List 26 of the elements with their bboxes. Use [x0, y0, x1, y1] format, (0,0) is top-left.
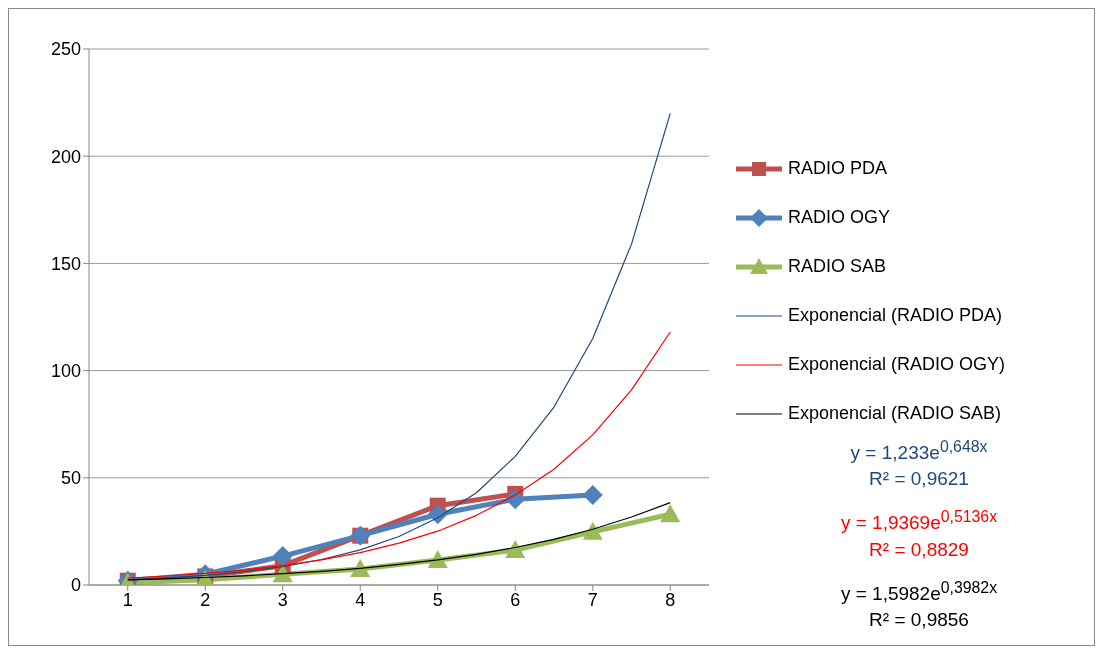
legend-label: Exponencial (RADIO OGY) [788, 354, 1006, 375]
legend-label: Exponencial (RADIO PDA) [788, 305, 1003, 326]
y-tick-label: 100 [50, 360, 81, 381]
text: R² = 0,8829 [868, 537, 970, 562]
legend-label: RADIO PDA [788, 158, 888, 179]
y-tick-label: 250 [50, 39, 81, 60]
x-tick-label: 3 [277, 589, 288, 610]
x-tick-label: 4 [355, 589, 366, 610]
text: R² = 0,9621 [868, 467, 970, 492]
legend-label: RADIO OGY [788, 207, 891, 228]
y-tick-label: 200 [50, 146, 81, 167]
y-tick-label: 0 [70, 575, 81, 596]
y-tick-label: 150 [50, 253, 81, 274]
text: y = 1,233e$^{0,648x}$ [849, 437, 989, 466]
x-tick-label: 8 [665, 589, 676, 610]
x-tick-label: 1 [122, 589, 133, 610]
y-tick-label: 50 [60, 468, 81, 489]
legend-label: Exponencial (RADIO SAB) [788, 403, 1002, 424]
x-tick-label: 7 [587, 589, 598, 610]
legend-label: RADIO SAB [788, 256, 887, 277]
x-tick-label: 5 [432, 589, 443, 610]
text: y = 1,9369e$^{0,5136x}$ [839, 507, 999, 536]
text: y = 1,5982e$^{0,3982x}$ [839, 577, 999, 606]
x-tick-label: 2 [200, 589, 211, 610]
x-tick-label: 6 [510, 589, 521, 610]
text: R² = 0,9856 [868, 608, 970, 632]
